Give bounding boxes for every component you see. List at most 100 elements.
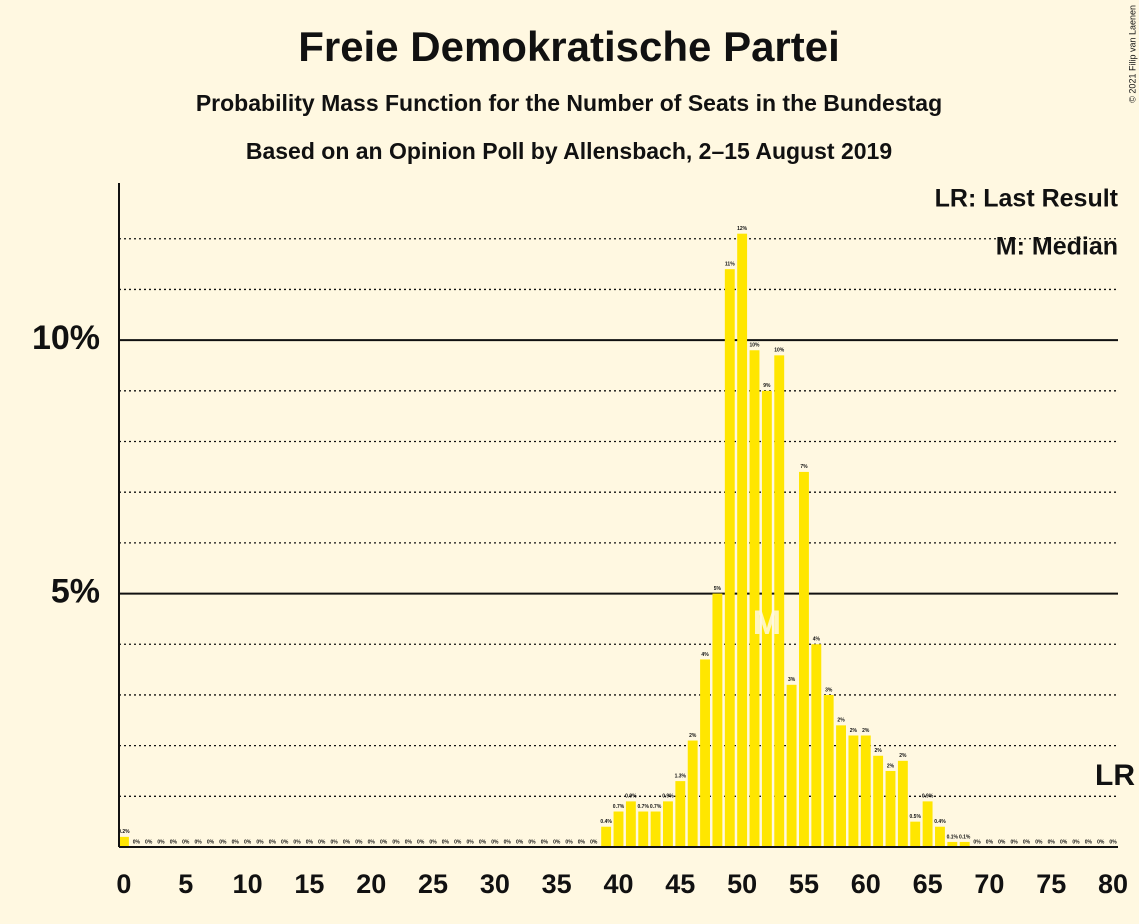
value-label: 10%: [774, 348, 785, 354]
value-label: 2%: [862, 728, 870, 734]
value-label: 0%: [293, 839, 301, 845]
value-label: 4%: [701, 652, 709, 658]
bar: [650, 811, 661, 847]
chart-subtitle: Probability Mass Function for the Number…: [196, 90, 942, 116]
value-label: 0%: [1072, 839, 1080, 845]
value-label: 0%: [1097, 839, 1105, 845]
value-label: 0%: [541, 839, 549, 845]
x-tick-label: 50: [727, 869, 757, 899]
value-label: 0%: [343, 839, 351, 845]
x-tick-label: 75: [1036, 869, 1066, 899]
value-label: 0%: [1035, 839, 1043, 845]
value-label: 0%: [1011, 839, 1019, 845]
value-label: 0%: [1109, 839, 1117, 845]
value-label: 0.7%: [650, 804, 662, 810]
value-label: 0%: [565, 839, 573, 845]
bar: [700, 659, 710, 847]
value-label: 0%: [578, 839, 586, 845]
value-label: 0%: [442, 839, 450, 845]
value-label: 2%: [899, 753, 907, 759]
value-label: 0%: [157, 839, 165, 845]
value-label: 0%: [454, 839, 462, 845]
x-tick-label: 25: [418, 869, 448, 899]
value-label: 0%: [516, 839, 524, 845]
chart-subtitle: Based on an Opinion Poll by Allensbach, …: [246, 138, 892, 164]
value-label: 0%: [281, 839, 289, 845]
bar: [687, 740, 698, 847]
x-tick-label: 70: [974, 869, 1004, 899]
y-tick-label: 5%: [51, 573, 100, 611]
median-marker: M: [753, 604, 781, 642]
value-label: 11%: [725, 261, 735, 267]
value-label: 0%: [170, 839, 178, 845]
value-label: 0%: [256, 839, 264, 845]
value-label: 0.9%: [625, 794, 637, 800]
value-label: 0%: [528, 839, 536, 845]
value-label: 7%: [800, 464, 808, 470]
bar: [811, 644, 822, 847]
x-tick-label: 60: [851, 869, 881, 899]
x-tick-label: 0: [116, 869, 131, 899]
value-label: 0%: [998, 839, 1006, 845]
x-tick-label: 55: [789, 869, 819, 899]
x-tick-label: 80: [1098, 869, 1128, 899]
value-label: 0%: [553, 839, 561, 845]
value-label: 0%: [1048, 839, 1056, 845]
bar: [119, 836, 129, 847]
y-tick-label: 10%: [32, 319, 100, 357]
bar: [749, 350, 760, 847]
value-label: 0%: [219, 839, 227, 845]
value-label: 9%: [763, 383, 771, 389]
value-label: 0%: [232, 839, 240, 845]
value-label: 0%: [491, 839, 499, 845]
value-label: 3%: [825, 687, 833, 693]
value-label: 0%: [145, 839, 153, 845]
value-label: 0%: [1060, 839, 1068, 845]
value-label: 4%: [813, 637, 821, 643]
value-label: 0%: [244, 839, 252, 845]
value-label: 0%: [355, 839, 363, 845]
value-label: 5%: [714, 586, 722, 592]
bar: [836, 725, 846, 847]
bar: [613, 811, 624, 847]
bar: [786, 684, 797, 847]
value-label: 0%: [504, 839, 512, 845]
value-label: 0%: [182, 839, 190, 845]
bar: [724, 269, 735, 847]
bar: [675, 781, 686, 847]
x-tick-label: 40: [603, 869, 633, 899]
value-label: 0%: [467, 839, 475, 845]
value-label: 12%: [737, 226, 748, 232]
bar: [897, 760, 908, 847]
bar: [947, 841, 958, 847]
bar: [848, 735, 859, 847]
value-label: 2%: [887, 763, 895, 769]
value-label: 0%: [207, 839, 215, 845]
value-label: 0%: [318, 839, 326, 845]
bar: [860, 735, 871, 847]
x-tick-label: 5: [178, 869, 193, 899]
value-label: 3%: [788, 677, 796, 683]
bar: [799, 471, 809, 847]
value-label: 0%: [331, 839, 339, 845]
value-label: 10%: [749, 343, 760, 349]
bar: [774, 355, 785, 847]
bar: [885, 770, 896, 847]
credit: © 2021 Filip van Laenen: [1127, 5, 1137, 103]
value-label: 1.3%: [675, 773, 687, 779]
bar: [910, 821, 921, 847]
value-label: 0.1%: [959, 834, 971, 840]
value-label: 0%: [269, 839, 277, 845]
value-label: 0%: [380, 839, 388, 845]
x-tick-label: 30: [480, 869, 510, 899]
value-label: 0%: [986, 839, 994, 845]
legend-entry: LR: Last Result: [935, 185, 1119, 213]
value-label: 0%: [392, 839, 400, 845]
value-label: 0.7%: [613, 804, 625, 810]
last-result-marker: LR: [1095, 759, 1135, 792]
bar: [625, 801, 636, 847]
bar: [959, 841, 970, 847]
value-label: 0%: [1023, 839, 1031, 845]
bar: [638, 811, 649, 847]
